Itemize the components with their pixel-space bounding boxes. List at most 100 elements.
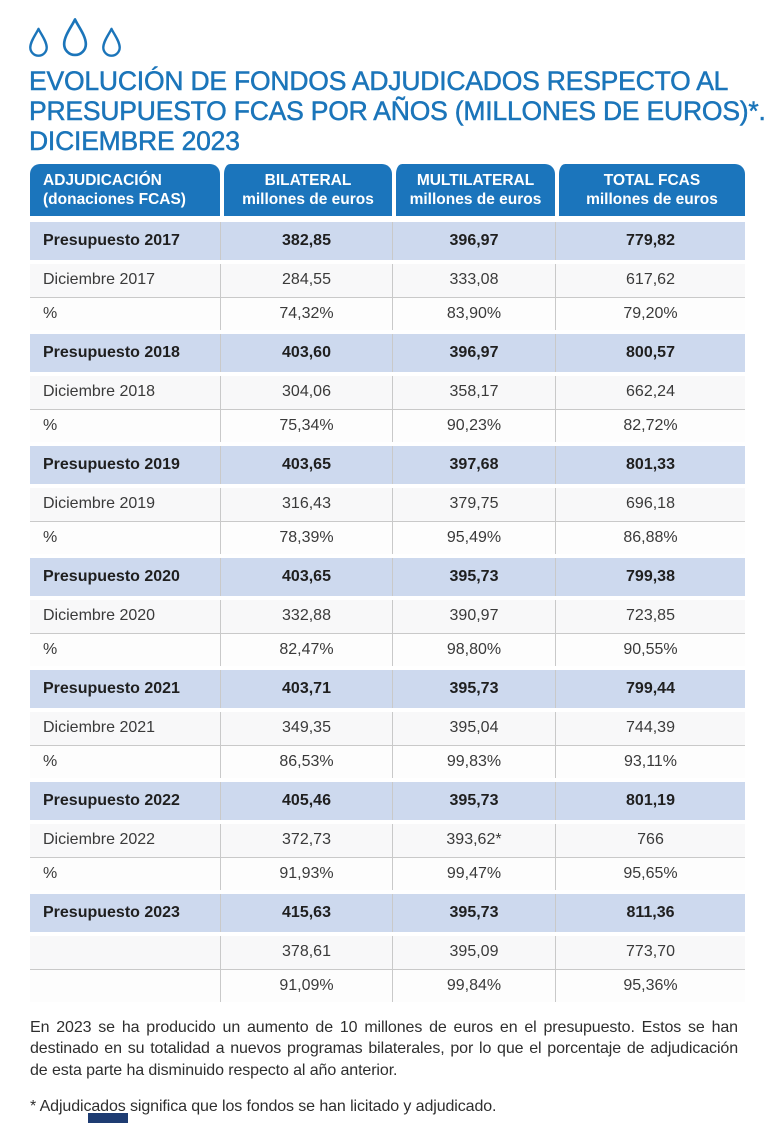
row-label: Diciembre 2019 (43, 495, 156, 513)
multilateral-value: 397,68 (392, 445, 555, 484)
row-label: Diciembre 2021 (43, 719, 156, 737)
table-row-percent: % 75,34% 90,23% 82,72% (30, 409, 745, 442)
column-header-multilateral: MULTILATERAL millones de euros (392, 163, 555, 216)
column-title: BILATERAL (264, 171, 352, 189)
footnote: * Adjudicados significa que los fondos s… (30, 1098, 497, 1116)
table-row-percent: % 78,39% 95,49% 86,88% (30, 521, 745, 554)
bilateral-value: 415,63 (220, 893, 392, 932)
multilateral-value: 395,09 (392, 935, 555, 969)
total-value: 90,55% (555, 633, 745, 666)
table-row-budget: Presupuesto 2021 403,71 395,73 799,44 (30, 665, 745, 712)
table-row-budget: Presupuesto 2020 403,65 395,73 799,38 (30, 553, 745, 600)
multilateral-value: 393,62* (392, 823, 555, 857)
row-label: Presupuesto 2023 (43, 903, 180, 921)
multilateral-value: 358,17 (392, 375, 555, 409)
column-subtitle: millones de euros (586, 190, 718, 208)
multilateral-value: 95,49% (392, 521, 555, 554)
water-drops-logo (0, 0, 768, 58)
bilateral-value: 332,88 (220, 599, 392, 633)
page-title-line: EVOLUCIÓN DE FONDOS ADJUDICADOS RESPECTO… (29, 66, 729, 96)
multilateral-value: 99,47% (392, 857, 555, 890)
total-value: 800,57 (555, 333, 745, 372)
total-value: 779,82 (555, 221, 745, 260)
total-value: 723,85 (555, 599, 745, 633)
bilateral-value: 403,65 (220, 445, 392, 484)
total-value: 617,62 (555, 263, 745, 297)
row-label: Presupuesto 2022 (43, 791, 180, 809)
total-value: 79,20% (555, 297, 745, 330)
total-value: 93,11% (555, 745, 745, 778)
bilateral-value: 372,73 (220, 823, 392, 857)
total-value: 801,33 (555, 445, 745, 484)
total-value: 799,38 (555, 557, 745, 596)
multilateral-value: 396,97 (392, 221, 555, 260)
column-subtitle: (donaciones FCAS) (43, 190, 186, 208)
multilateral-value: 333,08 (392, 263, 555, 297)
page-title-line: DICIEMBRE 2023 (29, 125, 240, 156)
water-drop-icon (29, 27, 48, 57)
multilateral-value: 395,73 (392, 557, 555, 596)
row-label (30, 936, 220, 969)
table-row-percent: % 74,32% 83,90% 79,20% (30, 297, 745, 330)
bilateral-value: 82,47% (220, 633, 392, 666)
bilateral-value: 349,35 (220, 711, 392, 745)
bilateral-value: 403,65 (220, 557, 392, 596)
column-title: MULTILATERAL (416, 171, 535, 189)
row-label: Presupuesto 2018 (43, 343, 180, 361)
row-label (30, 970, 220, 1002)
table-row-december: Diciembre 2021 349,35 395,04 744,39 (30, 711, 745, 746)
bilateral-value: 86,53% (220, 745, 392, 778)
row-label: Presupuesto 2021 (43, 679, 180, 697)
bilateral-value: 403,60 (220, 333, 392, 372)
total-value: 95,65% (555, 857, 745, 890)
bilateral-value: 403,71 (220, 669, 392, 708)
table-row-percent: % 91,93% 99,47% 95,65% (30, 857, 745, 890)
page-title-line: PRESUPUESTO FCAS POR AÑOS (MILLONES DE E… (29, 95, 766, 126)
table-row-percent: % 82,47% 98,80% 90,55% (30, 633, 745, 666)
multilateral-value: 99,83% (392, 745, 555, 778)
table-row-december: Diciembre 2020 332,88 390,97 723,85 (30, 599, 745, 634)
total-value: 773,70 (555, 935, 745, 969)
total-value: 86,88% (555, 521, 745, 554)
bilateral-value: 304,06 (220, 375, 392, 409)
bilateral-value: 405,46 (220, 781, 392, 820)
total-value: 696,18 (555, 487, 745, 521)
bilateral-value: 78,39% (220, 521, 392, 554)
row-label: Diciembre 2022 (43, 831, 156, 849)
row-label: % (43, 864, 58, 882)
row-label: % (43, 416, 58, 434)
total-value: 801,19 (555, 781, 745, 820)
multilateral-value: 395,73 (392, 669, 555, 708)
bilateral-value: 74,32% (220, 297, 392, 330)
row-label: Presupuesto 2020 (43, 567, 180, 585)
multilateral-value: 390,97 (392, 599, 555, 633)
multilateral-value: 90,23% (392, 409, 555, 442)
bilateral-value: 75,34% (220, 409, 392, 442)
column-title: ADJUDICACIÓN (43, 171, 162, 189)
table-row-december: Diciembre 2019 316,43 379,75 696,18 (30, 487, 745, 522)
multilateral-value: 395,73 (392, 781, 555, 820)
table-row-percent: 91,09% 99,84% 95,36% (30, 969, 745, 1002)
multilateral-value: 396,97 (392, 333, 555, 372)
water-drop-icon (62, 18, 88, 57)
multilateral-value: 395,04 (392, 711, 555, 745)
note-paragraph: En 2023 se ha producido un aumento de 10… (30, 1018, 738, 1079)
table-row-december: Diciembre 2017 284,55 333,08 617,62 (30, 263, 745, 298)
column-subtitle: millones de euros (409, 190, 542, 208)
table-row-budget: Presupuesto 2017 382,85 396,97 779,82 (30, 217, 745, 264)
total-value: 95,36% (555, 969, 745, 1002)
column-header-bilateral: BILATERAL millones de euros (220, 163, 392, 216)
water-drop-icon (102, 27, 121, 57)
row-label: Diciembre 2018 (43, 383, 156, 401)
bilateral-value: 91,09% (220, 969, 392, 1002)
row-label: % (43, 640, 58, 658)
multilateral-value: 379,75 (392, 487, 555, 521)
total-value: 766 (555, 823, 745, 857)
row-label: % (43, 304, 58, 322)
row-label: Presupuesto 2019 (43, 455, 180, 473)
table-row-percent: % 86,53% 99,83% 93,11% (30, 745, 745, 778)
table-row-budget: Presupuesto 2018 403,60 396,97 800,57 (30, 329, 745, 376)
table-row-december: Diciembre 2022 372,73 393,62* 766 (30, 823, 745, 858)
total-value: 744,39 (555, 711, 745, 745)
multilateral-value: 99,84% (392, 969, 555, 1002)
